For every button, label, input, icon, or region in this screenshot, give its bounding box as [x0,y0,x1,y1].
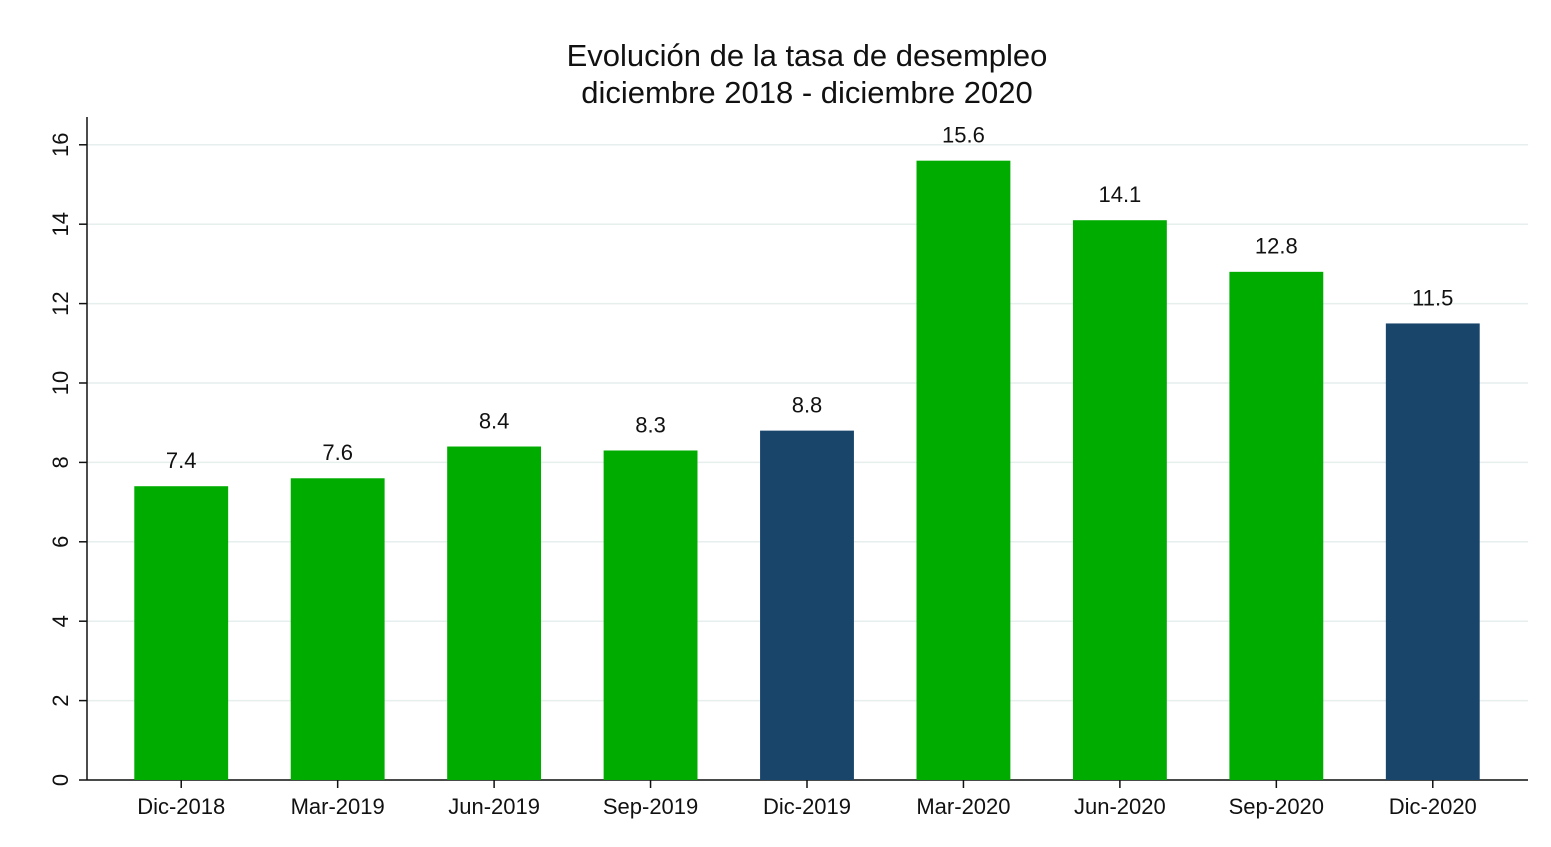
chart-title: Evolución de la tasa de desempleo [567,38,1048,73]
value-label: 7.6 [322,440,353,465]
bar [1385,323,1480,780]
bar [760,430,854,780]
bar [134,486,229,780]
value-label: 14.1 [1098,182,1141,207]
bar [603,450,698,780]
x-tick-label: Sep-2019 [603,794,698,819]
x-tick-label: Dic-2018 [137,794,225,819]
value-label: 8.3 [635,412,666,437]
value-label: 12.8 [1255,234,1298,259]
y-tick-label: 16 [48,133,73,157]
x-tick-label: Mar-2019 [291,794,385,819]
x-tick-label: Sep-2020 [1229,794,1324,819]
x-tick-label: Jun-2020 [1074,794,1166,819]
bar [447,446,542,780]
bar [1072,220,1167,780]
bar [290,478,385,780]
y-tick-label: 2 [48,694,73,706]
bar [916,160,1011,780]
value-label: 8.8 [792,392,823,417]
x-tick-label: Dic-2019 [763,794,851,819]
value-label: 15.6 [942,122,985,147]
value-label: 7.4 [166,448,197,473]
y-tick-label: 8 [48,456,73,468]
bar [1229,271,1324,780]
y-tick-label: 0 [48,774,73,786]
value-label: 8.4 [479,408,510,433]
y-tick-label: 6 [48,536,73,548]
chart-subtitle: diciembre 2018 - diciembre 2020 [581,75,1032,110]
y-tick-label: 12 [48,291,73,315]
y-tick-label: 14 [48,212,73,236]
y-tick-label: 10 [48,371,73,395]
y-tick-label: 4 [48,615,73,627]
x-tick-label: Dic-2020 [1389,794,1477,819]
value-label: 11.5 [1412,285,1453,310]
x-tick-label: Mar-2020 [916,794,1010,819]
x-tick-label: Jun-2019 [448,794,540,819]
